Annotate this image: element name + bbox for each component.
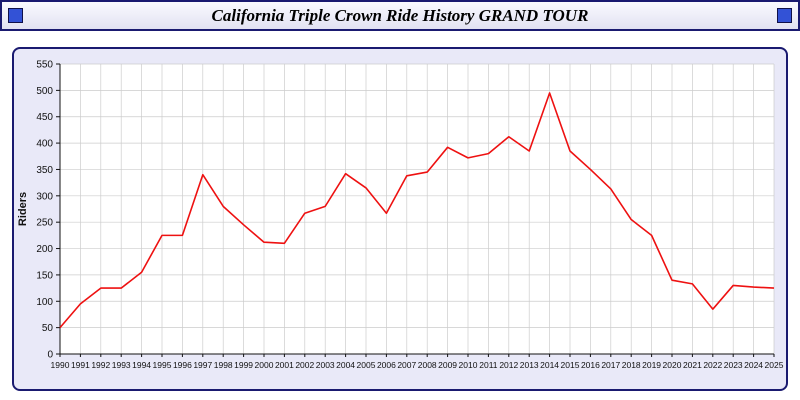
svg-text:2021: 2021 — [683, 360, 702, 370]
svg-text:1999: 1999 — [234, 360, 253, 370]
svg-text:2005: 2005 — [357, 360, 376, 370]
svg-text:2002: 2002 — [295, 360, 314, 370]
chart-panel: 0 50 100 150 200 250 300 350 400 450 500 550 1990 199… — [12, 47, 788, 391]
svg-text:2015: 2015 — [561, 360, 580, 370]
svg-text:2022: 2022 — [703, 360, 722, 370]
svg-text:2013: 2013 — [520, 360, 539, 370]
svg-text:50: 50 — [42, 323, 54, 334]
svg-text:1998: 1998 — [214, 360, 233, 370]
svg-text:1994: 1994 — [132, 360, 151, 370]
svg-text:450: 450 — [36, 112, 53, 123]
svg-text:200: 200 — [36, 244, 53, 255]
svg-text:400: 400 — [36, 139, 53, 150]
svg-text:2020: 2020 — [663, 360, 682, 370]
svg-text:2000: 2000 — [255, 360, 274, 370]
svg-text:250: 250 — [36, 218, 53, 229]
svg-text:2009: 2009 — [438, 360, 457, 370]
svg-text:2014: 2014 — [540, 360, 559, 370]
svg-text:2003: 2003 — [316, 360, 335, 370]
svg-text:2019: 2019 — [642, 360, 661, 370]
svg-text:2010: 2010 — [459, 360, 478, 370]
titlebar-right-square-icon — [777, 8, 792, 23]
svg-text:1996: 1996 — [173, 360, 192, 370]
svg-text:100: 100 — [36, 297, 53, 308]
svg-text:1990: 1990 — [51, 360, 70, 370]
svg-text:0: 0 — [47, 350, 53, 361]
svg-text:2024: 2024 — [744, 360, 763, 370]
titlebar-left-square-icon — [8, 8, 23, 23]
svg-text:2017: 2017 — [601, 360, 620, 370]
svg-text:2016: 2016 — [581, 360, 600, 370]
svg-text:2004: 2004 — [336, 360, 355, 370]
svg-text:2011: 2011 — [479, 360, 498, 370]
svg-text:300: 300 — [36, 191, 53, 202]
svg-text:1991: 1991 — [71, 360, 90, 370]
svg-text:2012: 2012 — [499, 360, 518, 370]
svg-text:1995: 1995 — [153, 360, 172, 370]
svg-text:Riders: Riders — [17, 192, 29, 226]
svg-text:350: 350 — [36, 165, 53, 176]
svg-text:550: 550 — [36, 60, 53, 71]
svg-text:1997: 1997 — [193, 360, 212, 370]
titlebar: California Triple Crown Ride History GRA… — [0, 0, 800, 31]
svg-text:1993: 1993 — [112, 360, 131, 370]
svg-text:2018: 2018 — [622, 360, 641, 370]
svg-text:1992: 1992 — [91, 360, 110, 370]
page-title: California Triple Crown Ride History GRA… — [211, 5, 589, 25]
svg-text:2008: 2008 — [418, 360, 437, 370]
svg-text:2006: 2006 — [377, 360, 396, 370]
svg-text:500: 500 — [36, 86, 53, 97]
svg-text:150: 150 — [36, 270, 53, 281]
svg-text:2023: 2023 — [724, 360, 743, 370]
svg-text:2001: 2001 — [275, 360, 294, 370]
svg-text:2007: 2007 — [397, 360, 416, 370]
svg-text:2025: 2025 — [765, 360, 784, 370]
